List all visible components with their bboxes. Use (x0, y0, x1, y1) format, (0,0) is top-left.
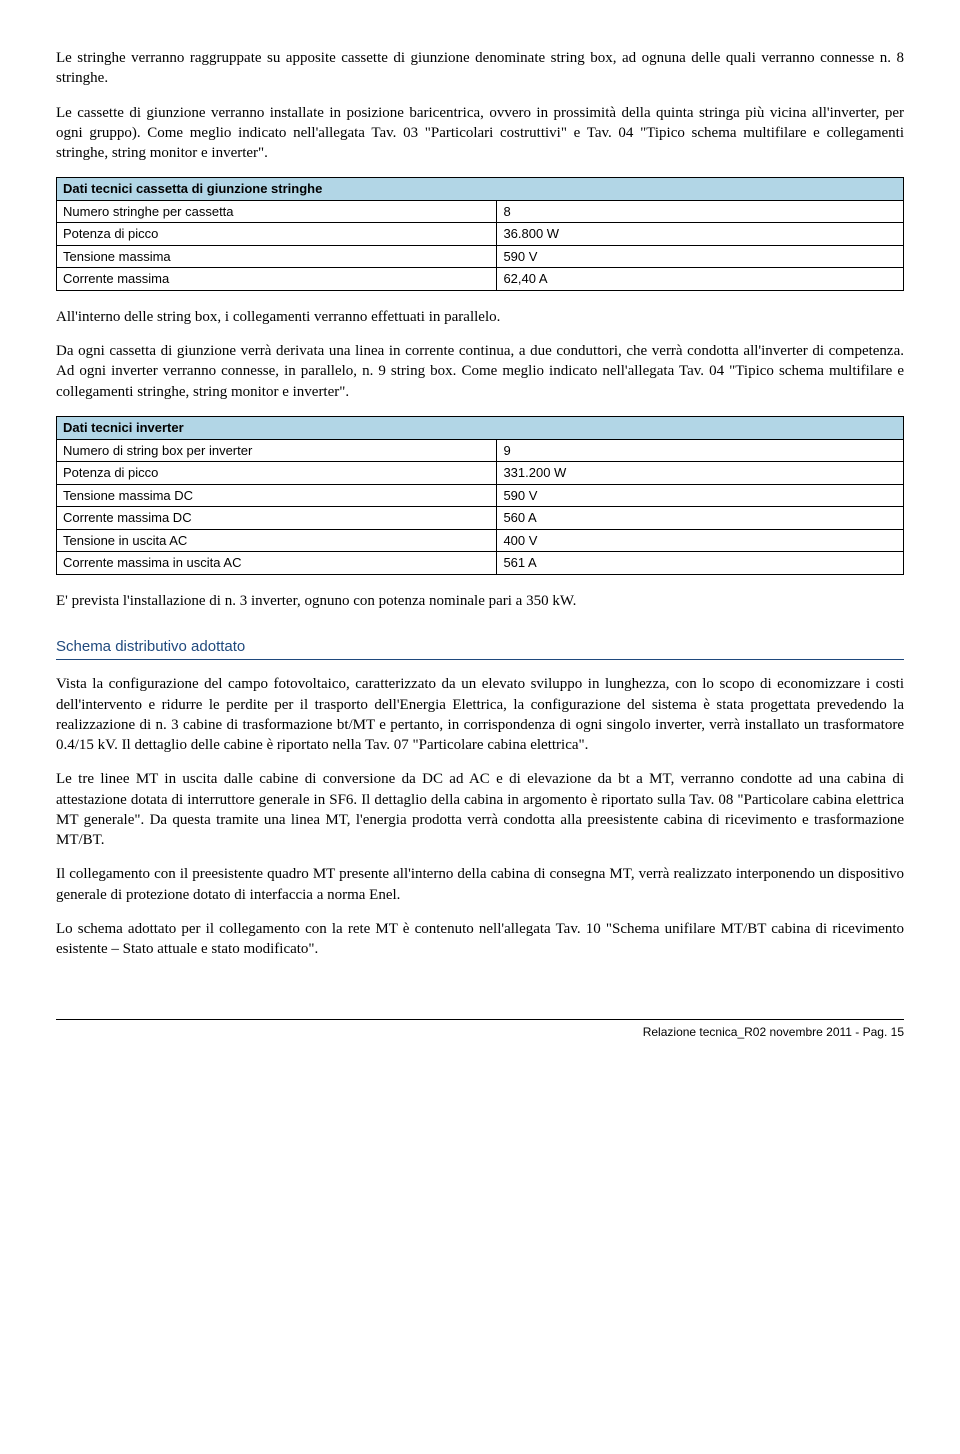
paragraph: Le tre linee MT in uscita dalle cabine d… (56, 769, 904, 850)
cell-label: Corrente massima in uscita AC (57, 552, 497, 575)
table-row: Tensione massima DC 590 V (57, 484, 904, 507)
table-row: Potenza di picco 331.200 W (57, 462, 904, 485)
table-row: Numero stringhe per cassetta 8 (57, 200, 904, 223)
cell-value: 62,40 A (497, 268, 904, 291)
cell-label: Numero stringhe per cassetta (57, 200, 497, 223)
table-row: Corrente massima in uscita AC 561 A (57, 552, 904, 575)
cell-value: 400 V (497, 529, 904, 552)
paragraph: Le stringhe verranno raggruppate su appo… (56, 48, 904, 89)
table-row: Tensione massima 590 V (57, 245, 904, 268)
paragraph: Da ogni cassetta di giunzione verrà deri… (56, 341, 904, 402)
table-row: Corrente massima 62,40 A (57, 268, 904, 291)
cell-value: 36.800 W (497, 223, 904, 246)
cell-value: 560 A (497, 507, 904, 530)
cell-value: 8 (497, 200, 904, 223)
cell-label: Numero di string box per inverter (57, 439, 497, 462)
cell-label: Potenza di picco (57, 462, 497, 485)
cell-label: Corrente massima DC (57, 507, 497, 530)
table-giunzione: Dati tecnici cassetta di giunzione strin… (56, 177, 904, 291)
paragraph: Lo schema adottato per il collegamento c… (56, 919, 904, 960)
table-title: Dati tecnici inverter (57, 416, 904, 439)
cell-value: 561 A (497, 552, 904, 575)
page-footer: Relazione tecnica_R02 novembre 2011 - Pa… (56, 1019, 904, 1040)
table-inverter: Dati tecnici inverter Numero di string b… (56, 416, 904, 575)
section-heading: Schema distributivo adottato (56, 637, 904, 660)
cell-label: Potenza di picco (57, 223, 497, 246)
table-row: Numero di string box per inverter 9 (57, 439, 904, 462)
table-title: Dati tecnici cassetta di giunzione strin… (57, 178, 904, 201)
paragraph: All'interno delle string box, i collegam… (56, 307, 904, 327)
cell-value: 9 (497, 439, 904, 462)
cell-label: Tensione massima DC (57, 484, 497, 507)
table-row: Tensione in uscita AC 400 V (57, 529, 904, 552)
table-row: Potenza di picco 36.800 W (57, 223, 904, 246)
cell-value: 331.200 W (497, 462, 904, 485)
table-row: Corrente massima DC 560 A (57, 507, 904, 530)
paragraph: E' prevista l'installazione di n. 3 inve… (56, 591, 904, 611)
paragraph: Le cassette di giunzione verranno instal… (56, 103, 904, 164)
cell-label: Tensione in uscita AC (57, 529, 497, 552)
cell-label: Tensione massima (57, 245, 497, 268)
paragraph: Il collegamento con il preesistente quad… (56, 864, 904, 905)
cell-value: 590 V (497, 484, 904, 507)
paragraph: Vista la configurazione del campo fotovo… (56, 674, 904, 755)
cell-value: 590 V (497, 245, 904, 268)
cell-label: Corrente massima (57, 268, 497, 291)
